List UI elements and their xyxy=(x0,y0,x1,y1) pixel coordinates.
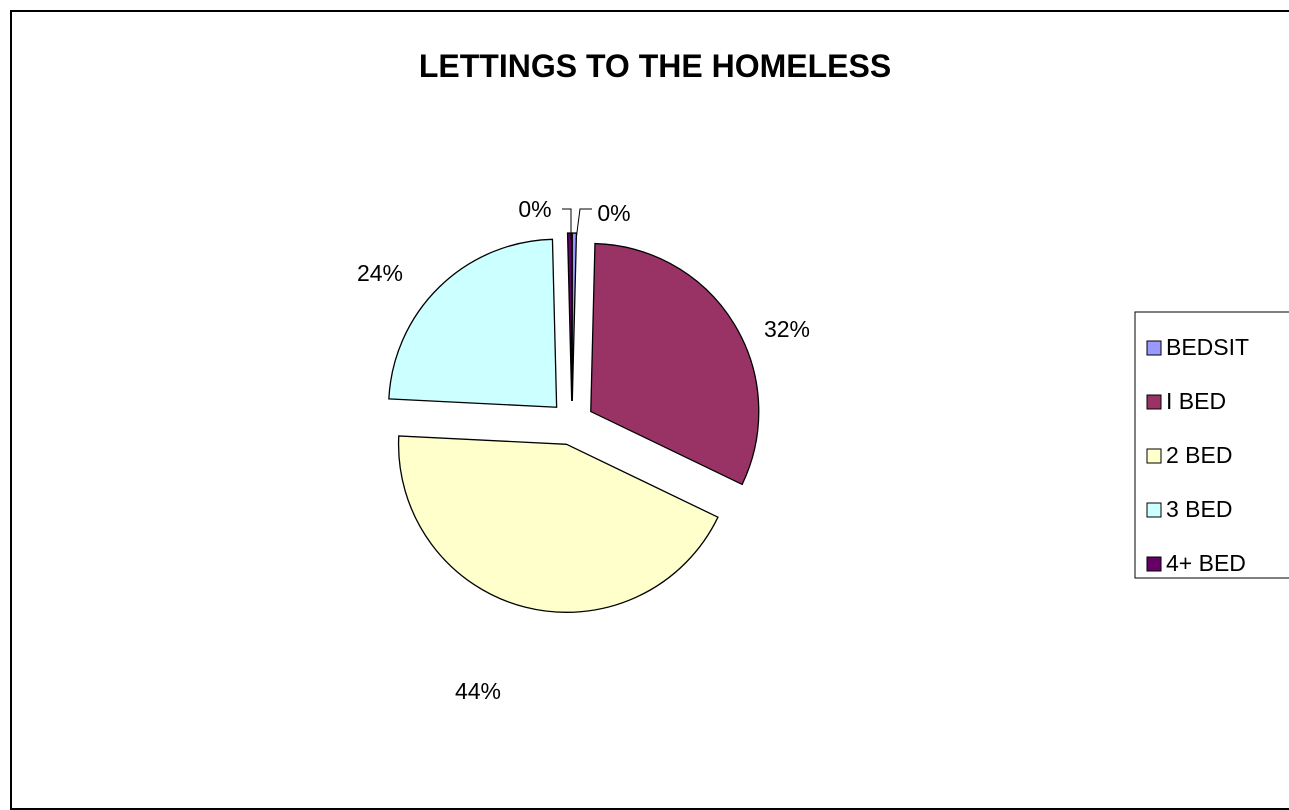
pie-data-labels: 0% 32% 44% 24% 0% xyxy=(357,196,810,704)
legend-swatch-bedsit xyxy=(1146,340,1162,356)
leader-line-4plus-bed xyxy=(562,208,572,240)
pie-slice-2-bed xyxy=(397,435,719,613)
legend-box xyxy=(1134,311,1289,579)
legend-swatch-3-bed xyxy=(1146,502,1162,518)
legend-label-3-bed: 3 BED xyxy=(1166,496,1232,522)
legend-label-2-bed: 2 BED xyxy=(1166,442,1232,468)
legend-label-4plus-bed: 4+ BED xyxy=(1166,550,1246,576)
label-leader-lines xyxy=(562,208,592,241)
legend-swatch-4plus-bed xyxy=(1146,556,1162,572)
pie-slices xyxy=(388,232,760,613)
data-label-4plus-bed: 0% xyxy=(518,196,551,222)
legend-swatch-2-bed xyxy=(1146,448,1162,464)
pie-slice-4plus-bed xyxy=(566,232,573,402)
pie-slice-i-bed xyxy=(590,242,760,486)
pie-chart: LETTINGS TO THE HOMELESS 0% 32% 44% 24% 0% B… xyxy=(357,48,1289,704)
pie-slice-3-bed xyxy=(388,238,558,408)
chart-legend: BEDSIT I BED 2 BED 3 BED 4+ BED xyxy=(1134,311,1289,579)
legend-swatch-i-bed xyxy=(1146,394,1162,410)
data-label-3-bed: 24% xyxy=(357,260,403,286)
leader-line-bedsit xyxy=(575,208,592,241)
pie-slice-bedsit xyxy=(571,232,578,402)
data-label-bedsit: 0% xyxy=(597,200,630,226)
chart-title: LETTINGS TO THE HOMELESS xyxy=(419,48,891,84)
legend-label-i-bed: I BED xyxy=(1166,388,1226,414)
legend-label-bedsit: BEDSIT xyxy=(1166,334,1249,360)
data-label-i-bed: 32% xyxy=(764,316,810,342)
data-label-2-bed: 44% xyxy=(455,678,501,704)
